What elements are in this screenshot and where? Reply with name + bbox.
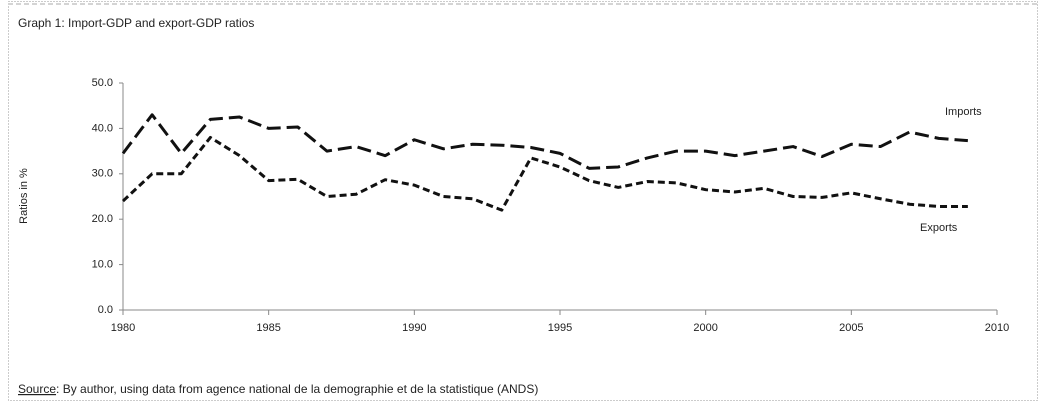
series-label: Imports: [945, 106, 982, 118]
x-tick-label: 2010: [985, 322, 1009, 334]
x-tick-label: 1990: [402, 322, 426, 334]
x-tick-label: 1995: [548, 322, 572, 334]
x-tick-label: 2005: [839, 322, 863, 334]
source-label: Source: [18, 382, 56, 396]
y-axis-label: Ratios in %: [18, 168, 30, 224]
chart-title: Graph 1: Import-GDP and export-GDP ratio…: [18, 16, 254, 30]
source-text: : By author, using data from agence nati…: [56, 382, 538, 396]
source: Source: By author, using data from agenc…: [18, 382, 538, 396]
frame: [8, 1, 1038, 401]
line-series: [121, 135, 968, 212]
y-tick-label: 10.0: [92, 259, 113, 271]
y-tick-label: 0.0: [98, 304, 113, 316]
y-tick-label: 40.0: [92, 122, 113, 134]
line-series: [121, 113, 968, 170]
x-tick-label: 2000: [693, 322, 717, 334]
y-tick-label: 50.0: [92, 77, 113, 89]
y-tick-label: 20.0: [92, 213, 113, 225]
x-tick-label: 1985: [256, 322, 280, 334]
series-label: Exports: [920, 222, 958, 234]
y-tick-label: 30.0: [92, 168, 113, 180]
x-tick-label: 1980: [111, 322, 135, 334]
